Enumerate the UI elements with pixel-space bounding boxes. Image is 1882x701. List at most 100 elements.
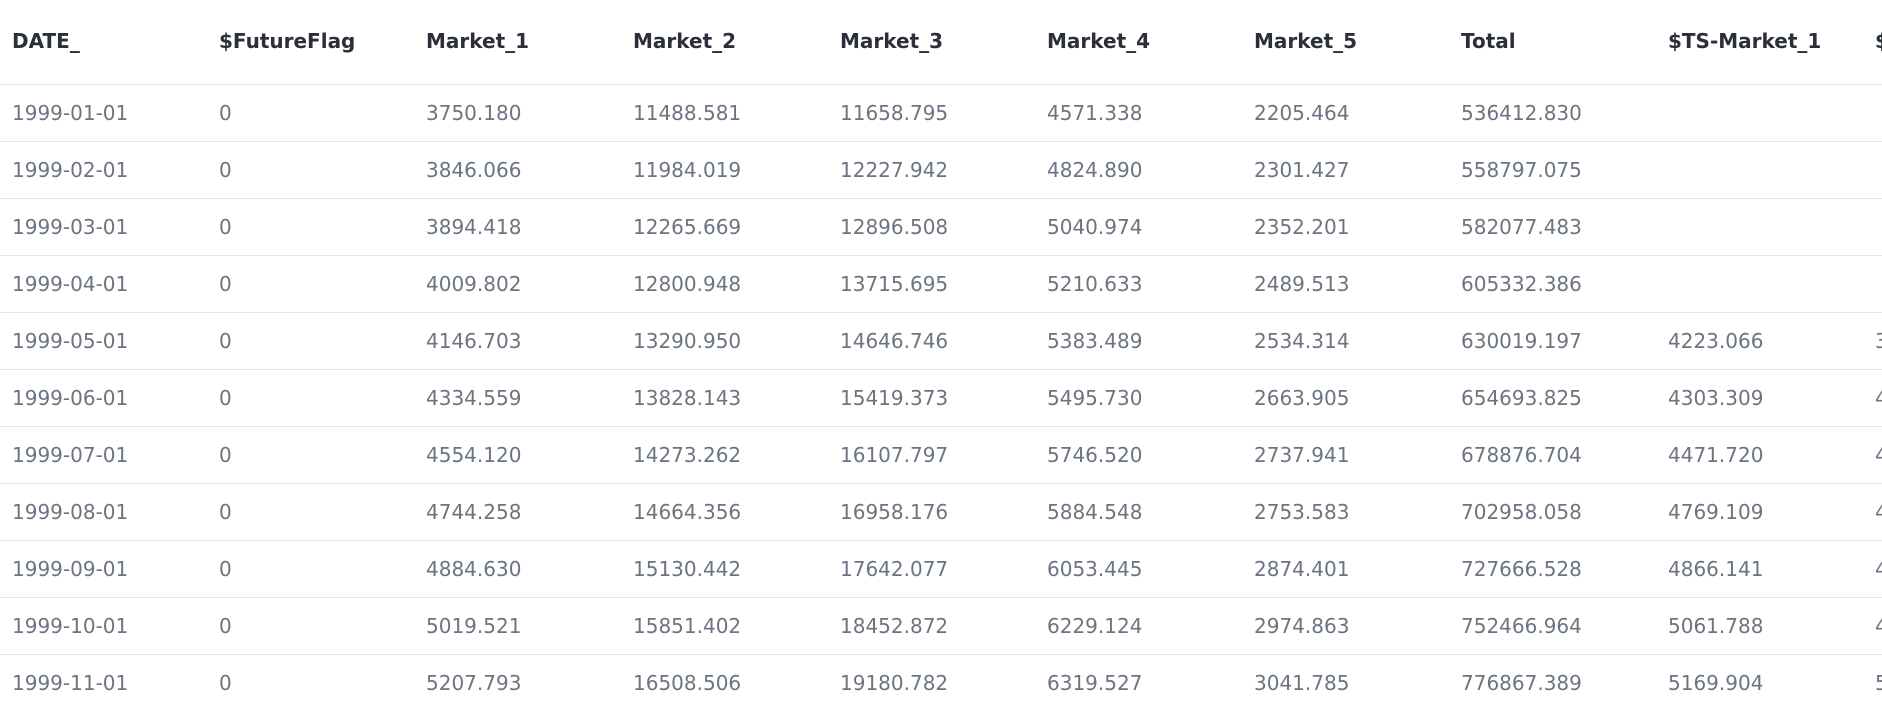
column-header-market-2[interactable]: Market_2 <box>621 0 828 85</box>
column-header-market-5[interactable]: Market_5 <box>1242 0 1449 85</box>
column-header-date[interactable]: DATE_ <box>0 0 207 85</box>
table-header: DATE_ $FutureFlag Market_1 Market_2 Mark… <box>0 0 1882 85</box>
cell-tslci-market-1 <box>1863 255 1882 313</box>
table-row[interactable]: 1999-06-01 0 4334.559 13828.143 15419.373 549… <box>0 369 1882 427</box>
cell-ts-market-1: 5169.904 <box>1656 654 1863 701</box>
cell-date: 1999-11-01 <box>0 654 207 701</box>
cell-market-3: 11658.795 <box>828 84 1035 142</box>
cell-futureflag: 0 <box>207 312 414 370</box>
cell-tslci-market-1: 3880.203 <box>1863 312 1882 370</box>
cell-market-5: 2974.863 <box>1242 597 1449 655</box>
cell-tslci-market-1: 4940.525 <box>1863 597 1882 655</box>
column-header-market-1[interactable]: Market_1 <box>414 0 621 85</box>
cell-total: 678876.704 <box>1449 426 1656 484</box>
cell-ts-market-1: 5061.788 <box>1656 597 1863 655</box>
cell-tslci-market-1: 4200.216 <box>1863 369 1882 427</box>
cell-market-3: 18452.872 <box>828 597 1035 655</box>
column-header-market-3[interactable]: Market_3 <box>828 0 1035 85</box>
cell-ts-market-1: 4303.309 <box>1656 369 1863 427</box>
cell-tslci-market-1: 4749.564 <box>1863 540 1882 598</box>
cell-ts-market-1 <box>1656 141 1863 199</box>
column-header-futureflag[interactable]: $FutureFlag <box>207 0 414 85</box>
cell-futureflag: 0 <box>207 255 414 313</box>
cell-market-2: 12265.669 <box>621 198 828 256</box>
table-row[interactable]: 1999-02-01 0 3846.066 11984.019 12227.942 482… <box>0 141 1882 199</box>
cell-market-4: 5383.489 <box>1035 312 1242 370</box>
cell-futureflag: 0 <box>207 654 414 701</box>
cell-date: 1999-07-01 <box>0 426 207 484</box>
cell-ts-market-1: 4223.066 <box>1656 312 1863 370</box>
table-row[interactable]: 1999-08-01 0 4744.258 14664.356 16958.176 588… <box>0 483 1882 541</box>
cell-market-4: 5495.730 <box>1035 369 1242 427</box>
cell-market-2: 13290.950 <box>621 312 828 370</box>
cell-total: 752466.964 <box>1449 597 1656 655</box>
cell-tslci-market-1 <box>1863 84 1882 142</box>
cell-market-4: 5884.548 <box>1035 483 1242 541</box>
cell-market-2: 14664.356 <box>621 483 828 541</box>
cell-date: 1999-05-01 <box>0 312 207 370</box>
column-header-market-4[interactable]: Market_4 <box>1035 0 1242 85</box>
cell-futureflag: 0 <box>207 141 414 199</box>
cell-market-1: 3750.180 <box>414 84 621 142</box>
cell-ts-market-1: 4866.141 <box>1656 540 1863 598</box>
cell-market-2: 12800.948 <box>621 255 828 313</box>
cell-market-1: 5207.793 <box>414 654 621 701</box>
cell-market-5: 2301.427 <box>1242 141 1449 199</box>
cell-market-4: 4571.338 <box>1035 84 1242 142</box>
cell-market-2: 14273.262 <box>621 426 828 484</box>
cell-total: 727666.528 <box>1449 540 1656 598</box>
cell-market-5: 2874.401 <box>1242 540 1449 598</box>
cell-market-2: 11488.581 <box>621 84 828 142</box>
table-row[interactable]: 1999-04-01 0 4009.802 12800.948 13715.695 521… <box>0 255 1882 313</box>
cell-market-3: 17642.077 <box>828 540 1035 598</box>
cell-ts-market-1 <box>1656 255 1863 313</box>
cell-market-3: 13715.695 <box>828 255 1035 313</box>
cell-market-3: 14646.746 <box>828 312 1035 370</box>
cell-market-5: 2205.464 <box>1242 84 1449 142</box>
cell-futureflag: 0 <box>207 369 414 427</box>
cell-market-4: 6319.527 <box>1035 654 1242 701</box>
cell-market-5: 2663.905 <box>1242 369 1449 427</box>
cell-total: 702958.058 <box>1449 483 1656 541</box>
cell-futureflag: 0 <box>207 426 414 484</box>
cell-market-4: 5746.520 <box>1035 426 1242 484</box>
cell-market-5: 2737.941 <box>1242 426 1449 484</box>
cell-total: 582077.483 <box>1449 198 1656 256</box>
cell-total: 776867.389 <box>1449 654 1656 701</box>
cell-ts-market-1 <box>1656 198 1863 256</box>
table-body: 1999-01-01 0 3750.180 11488.581 11658.795 457… <box>0 84 1882 701</box>
table-row[interactable]: 1999-05-01 0 4146.703 13290.950 14646.746 538… <box>0 312 1882 370</box>
cell-market-1: 3894.418 <box>414 198 621 256</box>
cell-market-1: 4554.120 <box>414 426 621 484</box>
cell-date: 1999-06-01 <box>0 369 207 427</box>
cell-market-4: 6229.124 <box>1035 597 1242 655</box>
cell-market-3: 16958.176 <box>828 483 1035 541</box>
cell-ts-market-1 <box>1656 84 1863 142</box>
cell-futureflag: 0 <box>207 198 414 256</box>
table-row[interactable]: 1999-10-01 0 5019.521 15851.402 18452.872 622… <box>0 597 1882 655</box>
cell-futureflag: 0 <box>207 597 414 655</box>
cell-total: 630019.197 <box>1449 312 1656 370</box>
cell-date: 1999-10-01 <box>0 597 207 655</box>
table-row[interactable]: 1999-07-01 0 4554.120 14273.262 16107.797 574… <box>0 426 1882 484</box>
column-header-tslci-market-1[interactable]: $TSLCI-Market_1 <box>1863 0 1882 85</box>
cell-tslci-market-1 <box>1863 141 1882 199</box>
cell-market-1: 4009.802 <box>414 255 621 313</box>
cell-total: 558797.075 <box>1449 141 1656 199</box>
cell-date: 1999-08-01 <box>0 483 207 541</box>
cell-date: 1999-01-01 <box>0 84 207 142</box>
table-row[interactable]: 1999-01-01 0 3750.180 11488.581 11658.795 457… <box>0 84 1882 142</box>
cell-market-2: 16508.506 <box>621 654 828 701</box>
cell-ts-market-1: 4471.720 <box>1656 426 1863 484</box>
table-row[interactable]: 1999-11-01 0 5207.793 16508.506 19180.782 631… <box>0 654 1882 701</box>
cell-market-3: 19180.782 <box>828 654 1035 701</box>
cell-market-3: 12896.508 <box>828 198 1035 256</box>
table-row[interactable]: 1999-09-01 0 4884.630 15130.442 17642.077 605… <box>0 540 1882 598</box>
column-header-ts-market-1[interactable]: $TS-Market_1 <box>1656 0 1863 85</box>
cell-tslci-market-1 <box>1863 198 1882 256</box>
cell-market-2: 13828.143 <box>621 369 828 427</box>
column-header-total[interactable]: Total <box>1449 0 1656 85</box>
cell-market-1: 4744.258 <box>414 483 621 541</box>
table-row[interactable]: 1999-03-01 0 3894.418 12265.669 12896.508 504… <box>0 198 1882 256</box>
